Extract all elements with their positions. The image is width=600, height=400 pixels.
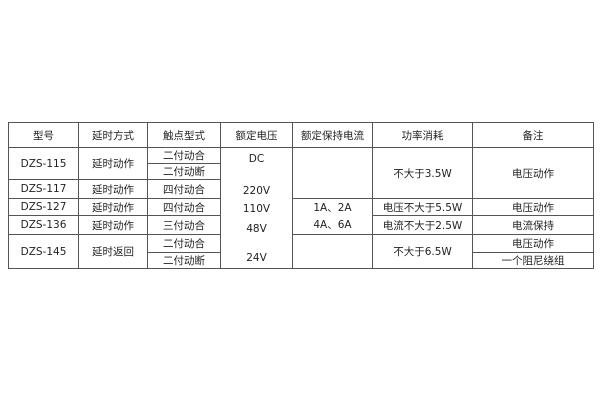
header-notes: 备注 [472,122,594,148]
model-cell: DZS-115 [8,147,79,180]
header-power: 功率消耗 [372,122,473,148]
header-model: 型号 [8,122,79,148]
header-row: 型号 延时方式 触点型式 额定电压 额定保持电流 功率消耗 备注 [8,122,594,148]
delay-cell: 延时动作 [78,179,148,199]
note-cell: 电压动作 [472,147,594,199]
power-cell: 电流不大于2.5W [372,215,473,235]
contact-cell: 四付动合 [147,179,221,199]
current-cell-empty [292,147,373,199]
delay-cell: 延时动作 [78,215,148,235]
table-row: DZS-136 延时动作 三付动合 电流不大于2.5W 电流保持 [8,215,594,235]
current-cell-empty [292,234,373,269]
contact-cell: 二付动合 [147,234,221,253]
current-cell: 1A、2A 4A、6A [292,198,373,235]
contact-cell: 二付动断 [147,163,221,180]
voltage-value: 48V [246,223,267,235]
power-cell: 电压不大于5.5W [372,198,473,216]
model-cell: DZS-117 [8,179,79,199]
voltage-value: 24V [246,252,267,264]
voltage-value: 220V [242,185,271,197]
current-value: 1A、2A [313,201,352,214]
note-cell: 电压动作 [472,234,594,253]
contact-cell: 四付动合 [147,198,221,216]
delay-cell: 延时动作 [78,198,148,216]
note-cell: 一个阻尼绕组 [472,252,594,269]
header-holding-current: 额定保持电流 [292,122,373,148]
delay-cell: 延时动作 [78,147,148,180]
voltage-value: 110V [242,203,271,215]
contact-cell: 三付动合 [147,215,221,235]
model-cell: DZS-136 [8,215,79,235]
header-contact-type: 触点型式 [147,122,221,148]
power-cell: 不大于6.5W [372,234,473,269]
table-row: 二付动断 一个阻尼绕组 [9,252,594,269]
model-cell: DZS-127 [8,198,79,216]
table-row: DZS-115 延时动作 二付动合 DC 220V 110V 48V 24V 不… [8,147,594,269]
voltage-cell: DC 220V 110V 48V 24V [220,147,293,269]
note-cell: 电流保持 [472,215,594,235]
header-delay-mode: 延时方式 [78,122,148,148]
relay-spec-table: 型号 延时方式 触点型式 额定电压 额定保持电流 功率消耗 备注 DZS-115… [8,122,594,269]
table-row: DZS-145 延时返回 二付动合 不大于6.5W 电压动作 [8,234,594,269]
header-rated-voltage: 额定电压 [220,122,293,148]
note-cell: 电压动作 [472,198,594,216]
model-cell: DZS-145 [8,234,79,269]
contact-cell: 二付动合 [147,147,221,164]
power-cell: 不大于3.5W [372,147,473,199]
current-value: 4A、6A [313,218,352,231]
delay-cell: 延时返回 [78,234,148,269]
voltage-value: DC [248,153,265,165]
contact-cell: 二付动断 [147,252,221,269]
table-row: DZS-127 延时动作 四付动合 1A、2A 4A、6A 电压不大于5.5W … [8,198,594,235]
